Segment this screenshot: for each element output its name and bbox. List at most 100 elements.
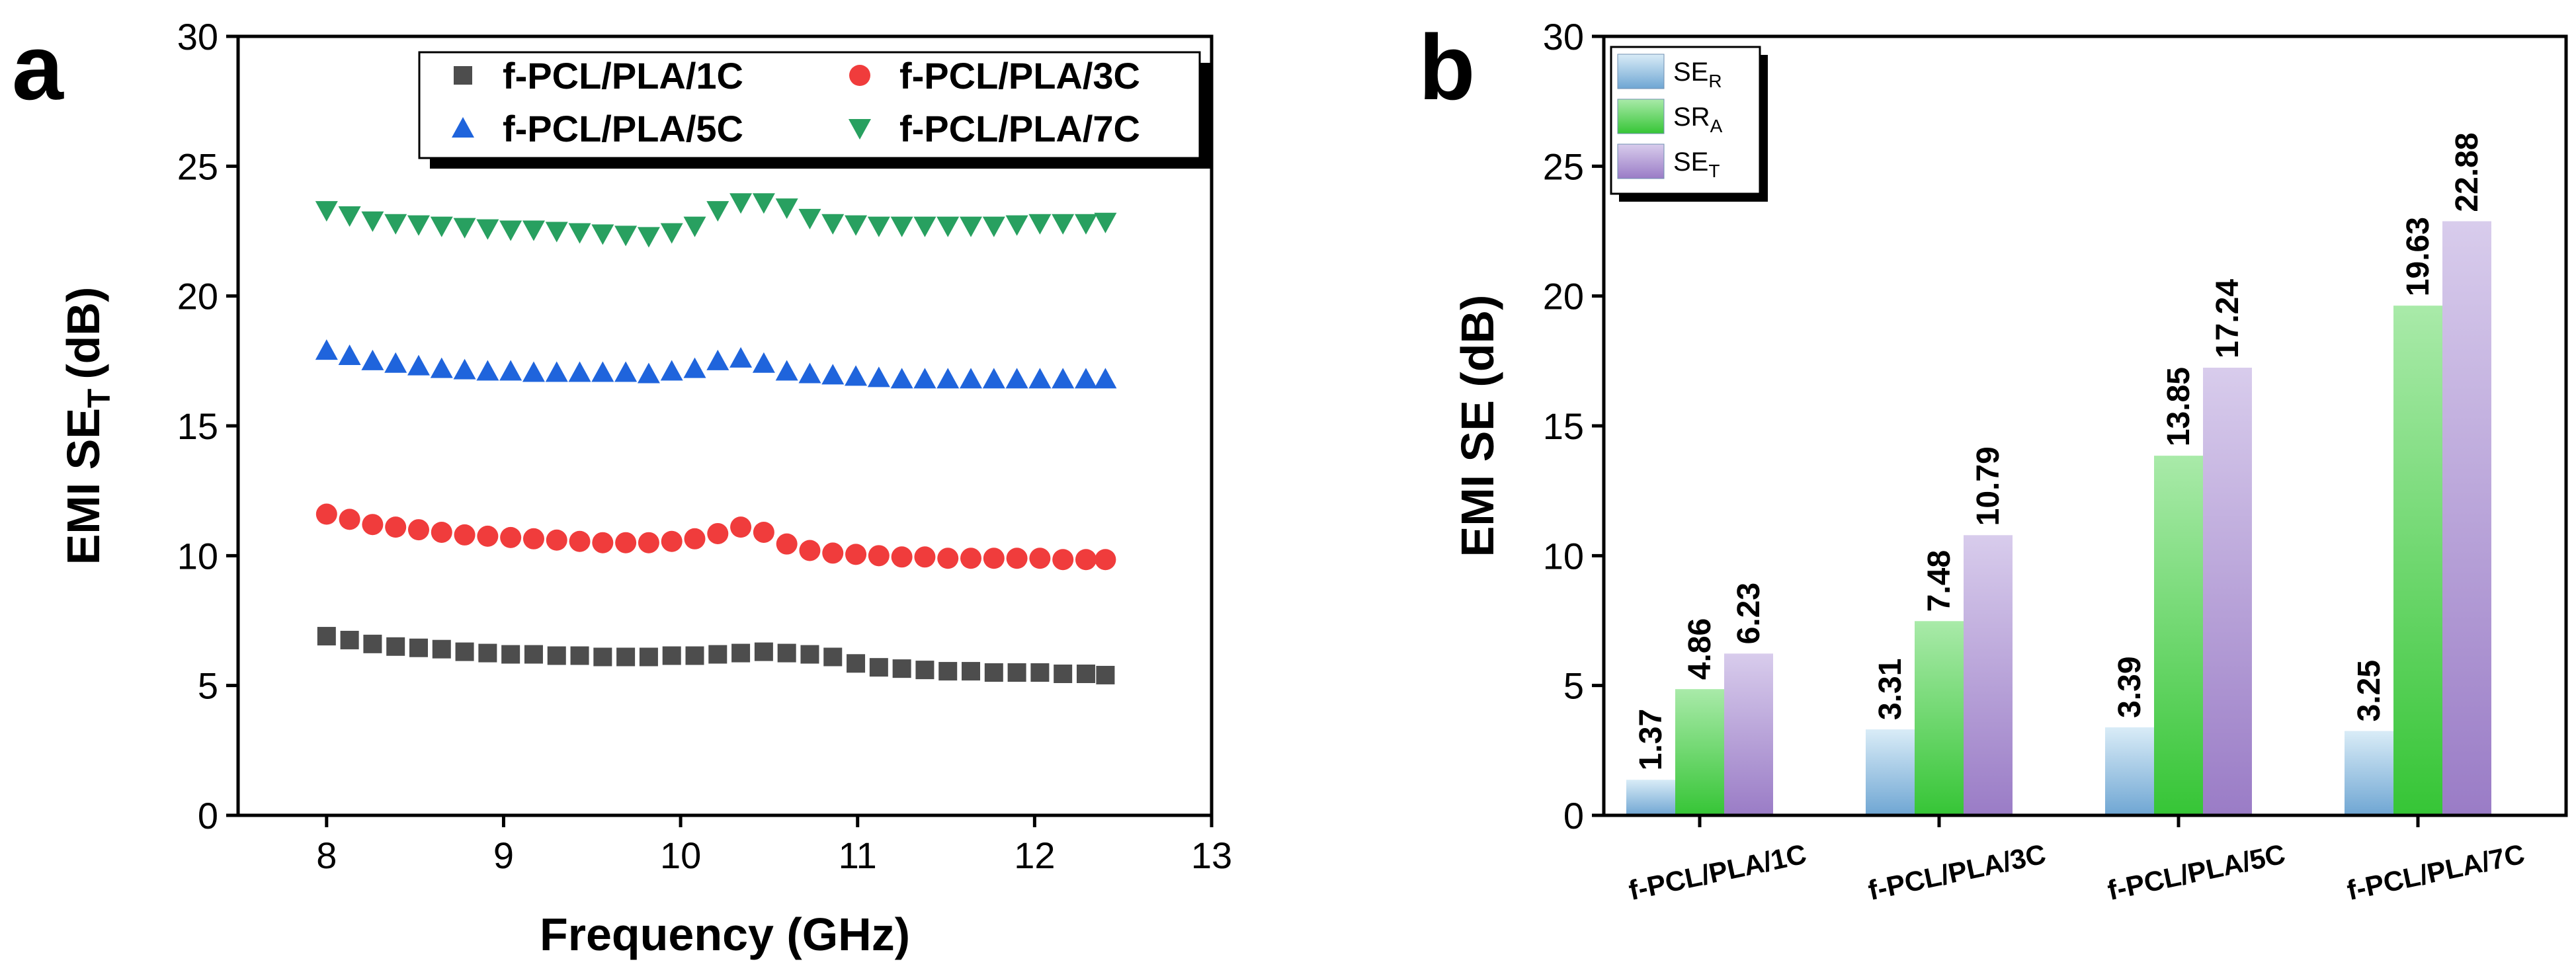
y-tick-label-b: 25 [1543,145,1584,187]
bar [1724,653,1773,815]
scatter-points-a [315,193,1117,684]
data-point [914,546,936,568]
legend-label-b-sub: R [1708,71,1722,91]
series-f-pcl-pla-1c [317,627,1115,684]
data-point [546,529,567,551]
data-point [591,224,614,245]
bar-value-label: 1.37 [1634,709,1669,770]
data-point [362,514,384,536]
data-point [592,532,614,553]
data-point [1076,664,1095,683]
data-point [384,214,407,235]
legend-label-b-main: SE [1673,147,1708,177]
data-point [777,643,796,663]
y-axis-label-a-main: EMI SE [58,408,109,565]
data-point [455,642,474,661]
data-point [522,220,545,241]
data-point [730,516,752,538]
data-point [1006,548,1028,569]
data-point [1030,663,1050,682]
x-tick-label-a: 12 [1014,835,1055,876]
y-tick-label-a: 20 [177,276,218,317]
data-point [798,208,821,229]
legend-label-b: SER [1673,58,1722,91]
y-axis-b: 0 5 10 15 20 25 30 [1543,16,1604,836]
data-point [731,643,751,663]
y-axis-label-a-sub: T [82,389,117,408]
bar-group-2: 3.31 7.48 10.79 [1866,446,2013,815]
data-point [960,216,983,237]
y-axis-label-b: EMI SE (dB) [1452,295,1503,557]
data-point [317,627,336,646]
category-label: f-PCL/PLA/5C [2105,838,2288,906]
data-point [361,349,384,370]
data-point [407,215,430,236]
data-point [685,646,704,665]
data-point [661,530,683,552]
y-tick-label-a: 30 [177,16,218,58]
data-point [729,346,753,368]
data-point [430,357,453,378]
data-point [638,532,659,553]
data-point [708,645,727,664]
data-point [983,548,1005,569]
data-point [570,646,589,665]
data-point [867,216,890,237]
data-point [614,361,638,382]
data-point [339,509,360,530]
category-label: f-PCL/PLA/3C [1866,838,2049,906]
legend-label-a: f-PCL/PLA/7C [899,108,1140,149]
data-point [752,193,775,214]
data-point [867,366,890,387]
bar [1866,729,1915,815]
panel-label-b: b [1419,15,1475,119]
data-point [960,368,983,389]
data-point [500,526,522,548]
data-point [476,219,499,240]
legend-swatch-b [1617,143,1665,179]
data-point [707,522,729,544]
x-tick-label-a: 9 [493,835,514,876]
data-point [660,360,683,381]
data-point [822,542,844,564]
data-point [845,215,868,236]
data-point [662,646,681,665]
data-point [984,663,1003,682]
bar [2442,221,2491,815]
data-point [706,201,729,222]
data-point [683,216,706,237]
series-f-pcl-pla-7c [315,193,1117,248]
plot-frame-b [1602,34,2568,817]
legend-swatch-b [1617,99,1665,134]
y-tick-label-b: 0 [1563,795,1584,836]
category-label: f-PCL/PLA/1C [1626,838,1809,906]
data-point [432,639,451,659]
data-point [545,222,568,243]
data-point [800,645,819,664]
bar-group-1: 1.37 4.86 6.23 [1626,583,1773,815]
data-point [869,658,888,677]
data-point [913,216,936,237]
legend-label-b-main: SE [1673,58,1708,87]
data-point [821,364,845,385]
data-point [1094,368,1117,389]
data-point [1074,214,1097,235]
series-f-pcl-pla-3c [315,503,1116,571]
data-point [752,352,775,373]
data-point [754,642,773,661]
data-point [1052,368,1075,389]
data-point [431,521,452,543]
bar-group-3: 3.39 13.85 17.24 [2105,279,2252,815]
data-point [430,216,453,237]
legend-label-b: SRA [1673,102,1723,136]
data-point [660,223,683,244]
bar-value-label: 3.31 [1873,659,1908,720]
data-point [1028,214,1052,235]
bar [2203,368,2252,815]
data-point [637,227,660,248]
data-point [1028,368,1052,389]
data-point [823,647,843,667]
bar-value-label: 7.48 [1922,550,1957,612]
data-point [591,361,614,382]
